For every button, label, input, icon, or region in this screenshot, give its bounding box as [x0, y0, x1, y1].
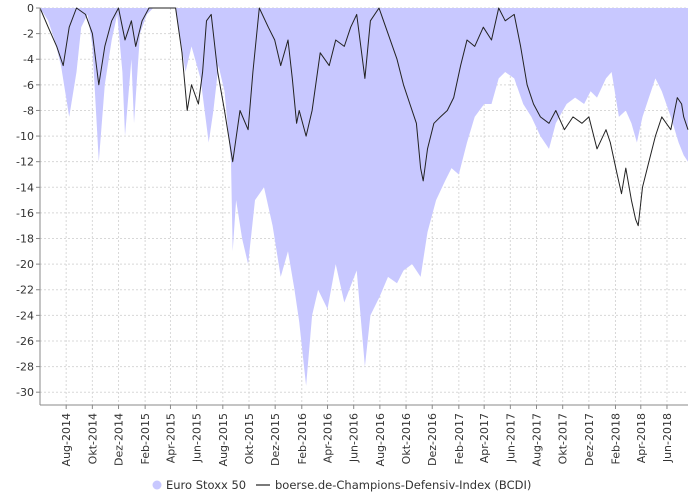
y-tick-label: -8 [23, 104, 34, 117]
x-tick-label: Dez-2015 [269, 413, 282, 466]
x-tick-label: Okt-2014 [86, 413, 99, 464]
x-tick-label: Feb-2018 [609, 413, 622, 464]
x-tick-label: Okt-2016 [400, 413, 413, 464]
axes [39, 8, 688, 406]
x-tick-label: Okt-2015 [243, 413, 256, 464]
y-tick-label: -12 [16, 156, 34, 169]
x-tick-label: Apr-2015 [164, 413, 177, 463]
y-tick-label: -16 [16, 207, 34, 220]
legend: Euro Stoxx 50 boerse.de-Champions-Defens… [152, 478, 531, 492]
y-tick-label: 0 [27, 2, 34, 15]
series-area-euro-stoxx-50 [40, 8, 688, 386]
series-line-group [39, 7, 689, 227]
x-tick-label: Jun-2016 [348, 413, 361, 463]
y-axis-ticks: 0 -2 -4 -6 -8 -10 -12 -14 -16 -18 -20 -22 -24 -26 -28 -… [16, 2, 40, 399]
x-tick-label: Apr-2016 [322, 413, 335, 463]
y-tick-label: -26 [16, 335, 34, 348]
x-tick-label: Jun-2017 [504, 413, 517, 463]
x-tick-label: Aug-2017 [531, 413, 544, 466]
x-tick-label: Dez-2014 [113, 413, 126, 466]
y-tick-label: -24 [16, 309, 34, 322]
x-tick-label: Aug-2016 [374, 413, 387, 466]
x-tick-label: Okt-2017 [557, 413, 570, 464]
x-tick-label: Aug-2014 [60, 413, 73, 466]
x-tick-label: Apr-2017 [478, 413, 491, 463]
series-area-group [40, 8, 688, 386]
y-tick-label: -18 [16, 233, 34, 246]
legend-label-area: Euro Stoxx 50 [166, 478, 246, 492]
x-tick-label: Jun-2018 [661, 413, 674, 463]
x-tick-label: Dez-2017 [583, 413, 596, 466]
y-tick-label: -10 [16, 130, 34, 143]
y-tick-label: -28 [16, 361, 34, 374]
x-tick-label: Dez-2016 [426, 413, 439, 466]
x-tick-label: Jun-2015 [191, 413, 204, 463]
series-line-bcdi [39, 7, 689, 227]
y-tick-label: -14 [16, 181, 34, 194]
y-tick-label: -30 [16, 386, 34, 399]
y-tick-label: -2 [23, 28, 34, 41]
x-tick-label: Apr-2018 [635, 413, 648, 463]
legend-label-line: boerse.de-Champions-Defensiv-Index (BCDI… [275, 478, 531, 492]
y-tick-label: -4 [23, 53, 34, 66]
x-tick-label: Aug-2015 [217, 413, 230, 466]
legend-swatch-area [152, 480, 162, 490]
x-axis-ticks: Aug-2014 Okt-2014 Dez-2014 Feb-2015 Apr-2015… [60, 405, 674, 466]
y-tick-label: -6 [23, 79, 34, 92]
x-tick-label: Feb-2016 [296, 413, 309, 464]
y-tick-label: -22 [16, 284, 34, 297]
x-tick-label: Feb-2015 [139, 413, 152, 464]
y-tick-label: -20 [16, 258, 34, 271]
x-tick-label: Feb-2017 [453, 413, 466, 464]
